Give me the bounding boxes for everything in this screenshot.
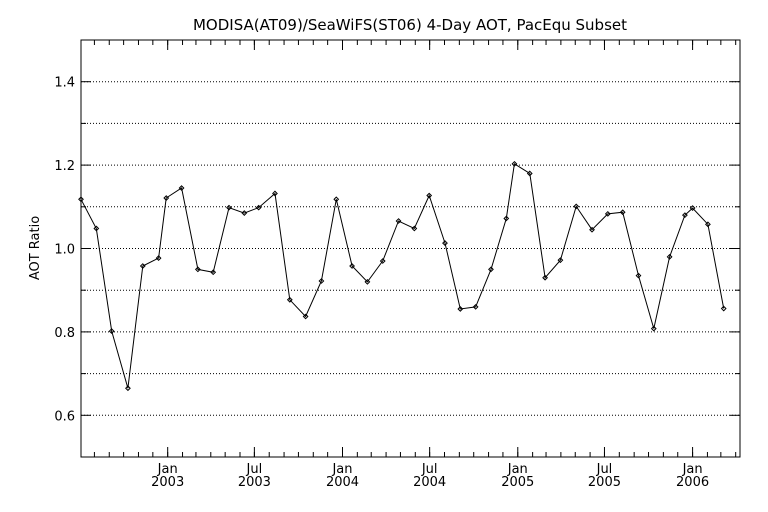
- x-tick-label-month: Jan: [682, 462, 703, 477]
- data-point: [255, 204, 262, 211]
- data-point: [488, 266, 494, 273]
- x-tick-label-month: Jul: [596, 462, 613, 477]
- data-point: [241, 210, 248, 216]
- y-tick-label: 1.2: [54, 159, 75, 174]
- y-axis-label: AOT Ratio: [28, 216, 43, 280]
- data-point: [379, 258, 386, 264]
- data-point: [557, 257, 564, 264]
- data-point: [426, 192, 433, 199]
- data-point: [194, 266, 201, 273]
- x-tick-label-month: Jan: [507, 462, 528, 477]
- data-point: [93, 225, 100, 232]
- x-tick-label-month: Jan: [157, 462, 178, 477]
- y-tick-label: 0.8: [54, 326, 75, 341]
- data-point: [650, 325, 657, 332]
- data-point: [411, 225, 418, 232]
- data-point: [302, 313, 309, 320]
- data-point: [155, 255, 162, 261]
- data-point: [720, 305, 727, 312]
- x-tick-label-year: 2005: [501, 475, 534, 490]
- data-point: [666, 253, 673, 260]
- x-tick-label-year: 2006: [676, 475, 709, 490]
- data-point: [573, 203, 580, 210]
- data-point: [364, 278, 371, 285]
- data-point: [318, 278, 325, 284]
- data-point: [511, 160, 518, 167]
- data-point: [472, 303, 479, 310]
- data-point: [163, 195, 170, 201]
- plot-frame: [80, 39, 741, 458]
- gridlines: [81, 81, 740, 416]
- data-point: [635, 272, 642, 279]
- data-point: [108, 328, 115, 334]
- chart-title: MODISA(AT09)/SeaWiFS(ST06) 4-Day AOT, Pa…: [193, 16, 627, 34]
- data-point: [286, 296, 293, 303]
- data-point: [226, 204, 232, 211]
- x-tick-label-year: 2004: [326, 475, 359, 490]
- data-point: [178, 185, 185, 191]
- x-tick-label-month: Jan: [331, 462, 352, 477]
- data-point: [503, 215, 510, 222]
- axis-ticks: 0.60.81.01.21.4Jan2003Jul2003Jan2004Jul2…: [54, 40, 740, 490]
- y-tick-label: 1.4: [54, 76, 75, 91]
- data-point: [442, 240, 448, 246]
- data-point: [682, 212, 688, 219]
- x-tick-label-year: 2003: [151, 475, 184, 490]
- data-point: [705, 221, 711, 228]
- data-series: [78, 160, 727, 392]
- data-point: [589, 226, 595, 233]
- x-tick-label-year: 2003: [238, 475, 271, 490]
- y-tick-label: 0.6: [54, 409, 75, 424]
- data-point: [395, 218, 402, 224]
- data-point: [272, 190, 278, 197]
- data-point: [349, 263, 355, 269]
- data-point: [210, 269, 217, 276]
- data-point: [457, 306, 464, 312]
- x-tick-label-month: Jul: [421, 462, 438, 477]
- data-point: [139, 263, 146, 269]
- series-line: [80, 162, 725, 389]
- data-point: [333, 196, 340, 203]
- x-tick-label-month: Jul: [246, 462, 263, 477]
- x-tick-label-year: 2004: [413, 475, 446, 490]
- data-point: [125, 385, 131, 392]
- data-point: [526, 170, 533, 177]
- data-point: [619, 209, 626, 216]
- y-tick-label: 1.0: [54, 243, 75, 258]
- x-tick-label-year: 2005: [588, 475, 621, 490]
- data-point: [542, 274, 548, 281]
- data-point: [689, 205, 696, 211]
- data-point: [604, 210, 611, 217]
